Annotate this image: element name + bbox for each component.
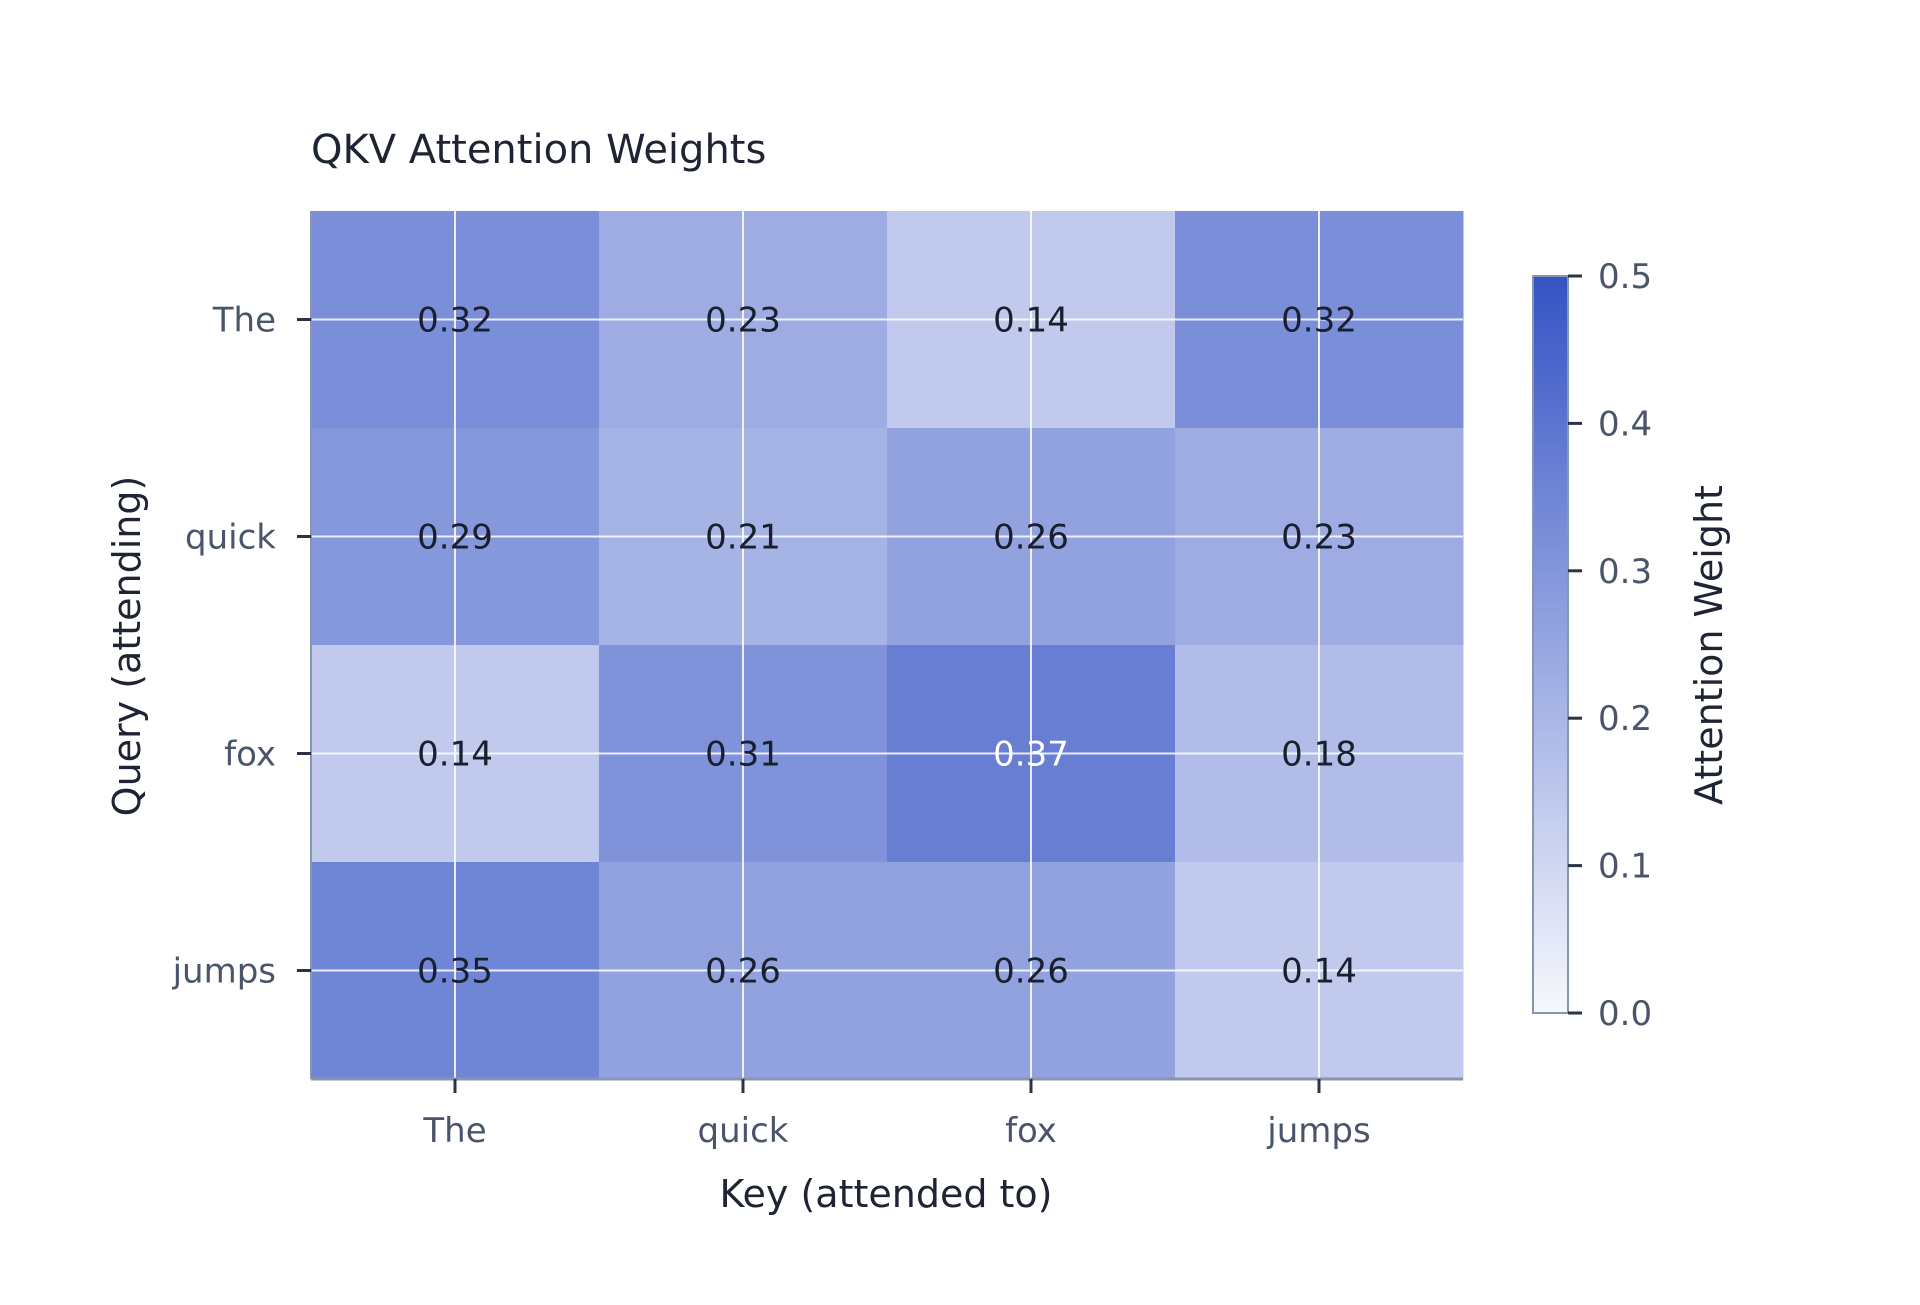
colorbar-tick-label: 0.0	[1598, 994, 1652, 1034]
cell-value-label: 0.14	[1281, 952, 1357, 992]
x-tick-label: The	[422, 1111, 486, 1151]
colorbar-tick-label: 0.1	[1598, 847, 1652, 887]
x-axis-ticks: The quick fox jumps	[422, 1079, 1371, 1151]
x-tick-label: fox	[1005, 1111, 1057, 1151]
y-axis-ticks: The quick fox jumps	[172, 301, 311, 992]
cell-value-label: 0.18	[1281, 735, 1357, 775]
cell-value-label: 0.35	[417, 952, 493, 992]
cell-value-label: 0.21	[705, 518, 781, 558]
colorbar: 0.0 0.1 0.2 0.3 0.4 0.5 Attention Weight	[1532, 257, 1731, 1034]
y-tick-label: quick	[185, 518, 276, 558]
cell-value-label: 0.26	[705, 952, 781, 992]
cell-value-label: 0.26	[993, 952, 1069, 992]
cell-labels: 0.32 0.23 0.14 0.32 0.29 0.21 0.26 0.23 0.14 0.31…	[417, 301, 1357, 992]
cell-value-label: 0.32	[417, 301, 493, 341]
cell-value-label: 0.14	[417, 735, 493, 775]
colorbar-gradient	[1532, 275, 1569, 1014]
colorbar-ticks: 0.0 0.1 0.2 0.3 0.4 0.5	[1568, 257, 1652, 1034]
y-tick-label: The	[212, 301, 276, 341]
cell-value-label: 0.26	[993, 518, 1069, 558]
x-tick-label: jumps	[1266, 1111, 1370, 1151]
colorbar-tick-label: 0.4	[1598, 404, 1652, 444]
y-tick-label: jumps	[172, 952, 276, 992]
x-axis-label: Key (attended to)	[719, 1172, 1052, 1216]
cell-value-label: 0.37	[993, 735, 1069, 775]
colorbar-label: Attention Weight	[1687, 485, 1731, 805]
cell-value-label: 0.29	[417, 518, 493, 558]
cell-value-label: 0.23	[1281, 518, 1357, 558]
cell-value-label: 0.14	[993, 301, 1069, 341]
chart-title: QKV Attention Weights	[311, 127, 766, 173]
y-axis-label: Query (attending)	[105, 476, 149, 817]
heatmap-cells	[311, 211, 1464, 1080]
cell-value-label: 0.32	[1281, 301, 1357, 341]
colorbar-tick-label: 0.2	[1598, 699, 1652, 739]
cell-value-label: 0.31	[705, 735, 781, 775]
y-tick-label: fox	[224, 735, 276, 775]
x-tick-label: quick	[698, 1111, 789, 1151]
colorbar-tick-label: 0.5	[1598, 257, 1652, 297]
colorbar-tick-label: 0.3	[1598, 552, 1652, 592]
grid-lines	[310, 211, 1463, 1081]
cell-value-label: 0.23	[705, 301, 781, 341]
